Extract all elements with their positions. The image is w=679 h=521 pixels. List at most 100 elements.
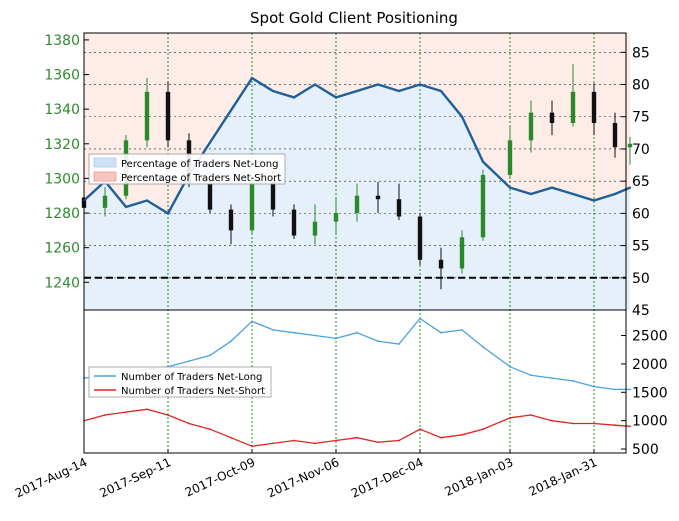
net-long-percent-point [208,141,212,144]
percent-legend-swatch [93,157,117,168]
date-tick-label: 2017-Aug-14 [13,455,89,501]
candle-body [507,140,513,175]
traders-net-short-point [614,424,616,427]
candle-body [270,181,276,210]
traders-net-short-point [251,445,253,448]
percent-tick-label: 75 [632,110,650,126]
candle-body [102,195,108,208]
percent-tick-label: 55 [632,239,650,255]
traders-net-long-point [440,331,442,334]
traders-net-long-point [461,328,463,331]
traders-legend-box [88,366,272,398]
percent-tick-label: 65 [632,174,650,190]
traders-net-long-point [356,331,358,334]
net-long-percent-point [397,89,401,93]
net-long-percent-point [529,192,533,196]
bottom-panel-frame [83,309,627,454]
traders-net-short-point [335,439,337,442]
candle-body [438,259,444,269]
net-long-percent-point [229,109,233,112]
traders-net-short-point [629,425,631,428]
net-long-percent-point [313,83,317,86]
price-tick-label: 1320 [44,137,80,153]
percent-legend-label: Percentage of Traders Net-Short [121,173,281,184]
traders-net-short-point [593,422,595,425]
traders-net-short-point [509,416,511,419]
traders-net-short-line [83,408,631,447]
traders-net-short-point [146,408,148,411]
percent-tick-label: 85 [632,45,650,61]
candle-body [207,183,213,210]
traders-tick-label: 500 [632,442,659,458]
traders-net-long-point [530,374,532,377]
candle-body [333,213,339,222]
traders-net-long-point [629,388,631,391]
traders-net-long-point [572,380,574,382]
candle-body [291,209,297,236]
traders-net-long-point [419,317,421,320]
candle-body [549,112,555,124]
traders-net-short-point [530,414,532,416]
traders-net-long-point [293,331,295,334]
net-long-percent-point [145,199,149,202]
percent-tick-label: 50 [632,271,650,287]
traders-net-short-point [398,439,400,442]
candle-body [480,174,486,238]
price-tick-label: 1300 [44,171,80,187]
net-long-percent-point [508,186,512,189]
net-long-percent-point [376,83,380,86]
traders-net-short-point [314,442,316,445]
net-long-percent-point [550,186,554,189]
traders-tick-label: 1000 [632,414,668,430]
net-short-area [84,33,630,214]
candle-body [591,91,597,124]
net-long-percent-point [439,89,443,93]
traders-net-long-point [335,337,337,340]
candle-body [228,209,234,231]
percent-tick-label: 60 [632,206,650,222]
traders-net-short-point [419,428,421,431]
date-tick-label: 2017-Sep-11 [97,455,173,500]
percent-tick-label: 80 [632,78,650,94]
date-tick-label: 2017-Dec-04 [349,455,425,501]
traders-net-long-point [509,365,511,368]
traders-net-short-point [551,419,553,422]
candle-body [312,221,318,236]
percent-tick-label: 70 [632,142,650,158]
candle-body [396,199,402,217]
traders-tick-label: 2500 [632,329,668,345]
percent-legend-box [88,153,286,185]
percent-legend-swatch [93,171,117,182]
net-long-percent-point [613,192,617,196]
net-long-percent-point [481,160,485,163]
candle-body [528,112,534,141]
traders-net-long-point [272,328,274,331]
traders-net-long-point [398,343,400,345]
net-long-percent-point [418,83,422,86]
traders-net-long-point [251,320,253,323]
net-long-percent-point [124,205,128,209]
net-long-percent-point [355,89,359,93]
net-long-percent-point [460,115,464,118]
traders-net-long-point [377,340,379,343]
date-tick-label: 2018-Jan-03 [443,455,516,499]
candle-body [570,91,576,124]
price-tick-label: 1380 [44,33,80,49]
traders-net-long-point [230,340,232,343]
traders-net-long-point [482,345,484,348]
net-long-percent-point [250,76,254,80]
traders-net-short-point [461,433,463,436]
percent-legend-label: Percentage of Traders Net-Long [121,159,279,170]
traders-net-long-point [314,334,316,337]
candle-body [144,91,150,141]
price-tick-label: 1260 [44,241,80,257]
traders-net-short-point [167,414,169,416]
date-tick-label: 2018-Jan-31 [527,455,600,499]
candle-body [375,195,381,200]
price-tick-label: 1360 [44,68,80,84]
date-tick-label: 2017-Nov-06 [265,455,341,500]
traders-tick-label: 2000 [632,357,668,373]
net-long-percent-point [571,192,575,196]
